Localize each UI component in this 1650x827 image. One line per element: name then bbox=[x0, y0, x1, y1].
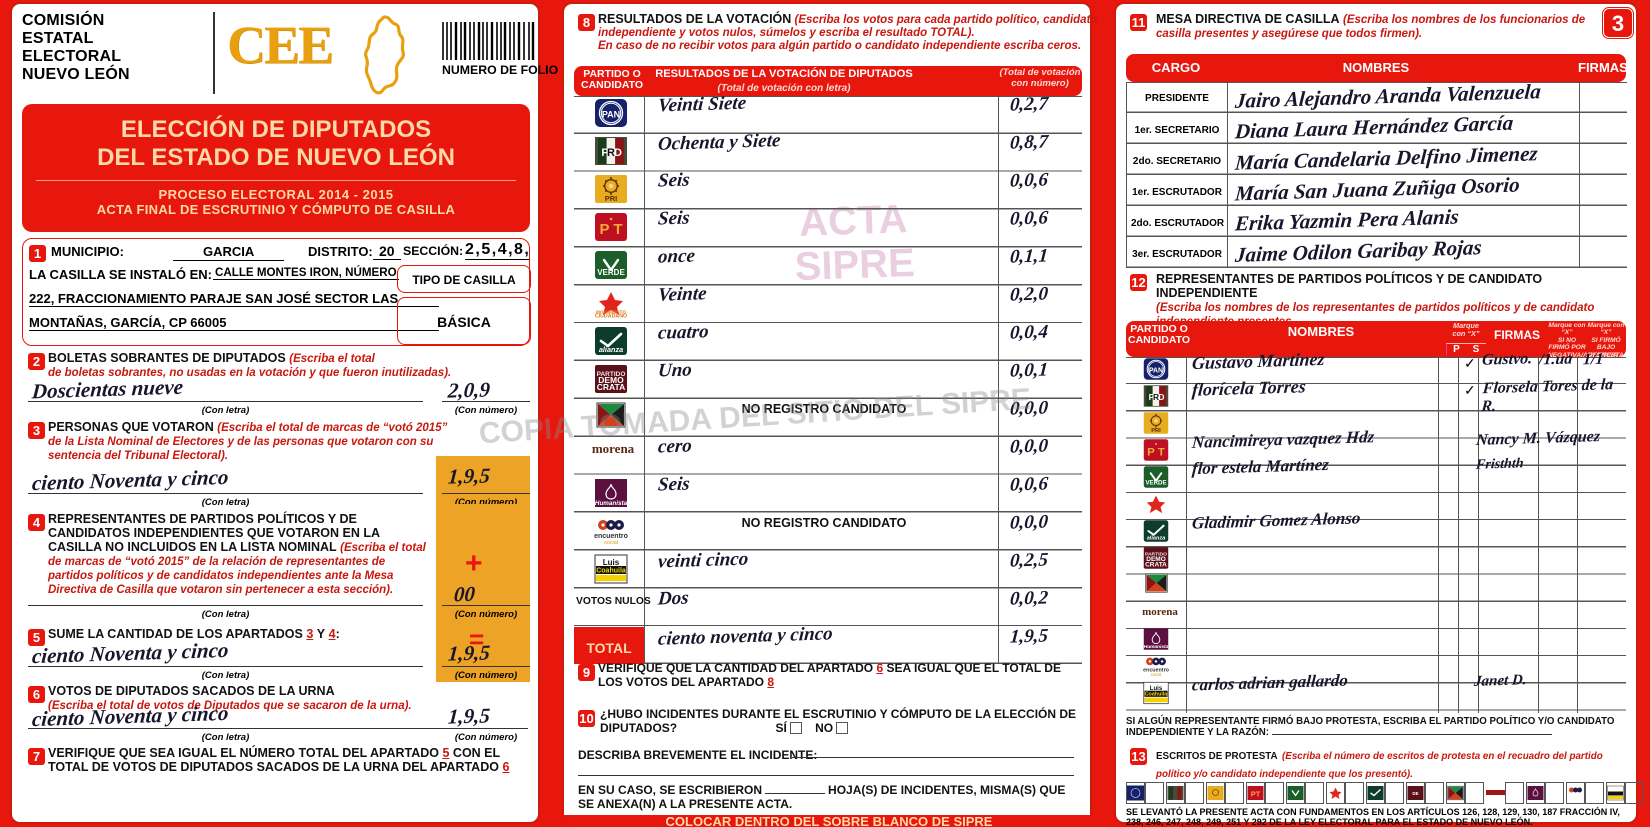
svg-text:Luis: Luis bbox=[603, 558, 620, 567]
svg-text:Humanista: Humanista bbox=[595, 500, 628, 507]
svg-text:CRATA: CRATA bbox=[597, 382, 625, 392]
svg-text:Coahuila: Coahuila bbox=[596, 568, 626, 575]
svg-text:VERDE: VERDE bbox=[597, 268, 625, 277]
svg-text:P T: P T bbox=[1147, 446, 1165, 458]
svg-text:VERDE: VERDE bbox=[1145, 480, 1166, 487]
svg-text:encuentro: encuentro bbox=[594, 533, 628, 540]
svg-text:DE: DE bbox=[1412, 791, 1418, 796]
svg-text:CIUDADANO: CIUDADANO bbox=[595, 314, 627, 319]
svg-text:D: D bbox=[1158, 392, 1164, 402]
svg-text:CRATA: CRATA bbox=[1145, 561, 1167, 568]
svg-text:D: D bbox=[614, 147, 622, 159]
svg-text:social: social bbox=[1151, 672, 1162, 677]
svg-text:PT: PT bbox=[1251, 790, 1261, 799]
svg-text:Humanista: Humanista bbox=[1144, 644, 1169, 650]
svg-text:PAN: PAN bbox=[602, 110, 620, 120]
svg-text:P T: P T bbox=[599, 221, 622, 238]
svg-text:PRI: PRI bbox=[605, 194, 618, 203]
svg-text:PAN: PAN bbox=[1149, 367, 1163, 374]
svg-text:social: social bbox=[604, 540, 618, 546]
svg-text:alianza: alianza bbox=[599, 345, 623, 354]
svg-text:alianza: alianza bbox=[1147, 535, 1166, 541]
svg-text:Coahuila: Coahuila bbox=[1145, 692, 1168, 698]
svg-text:PRI: PRI bbox=[1151, 428, 1161, 434]
